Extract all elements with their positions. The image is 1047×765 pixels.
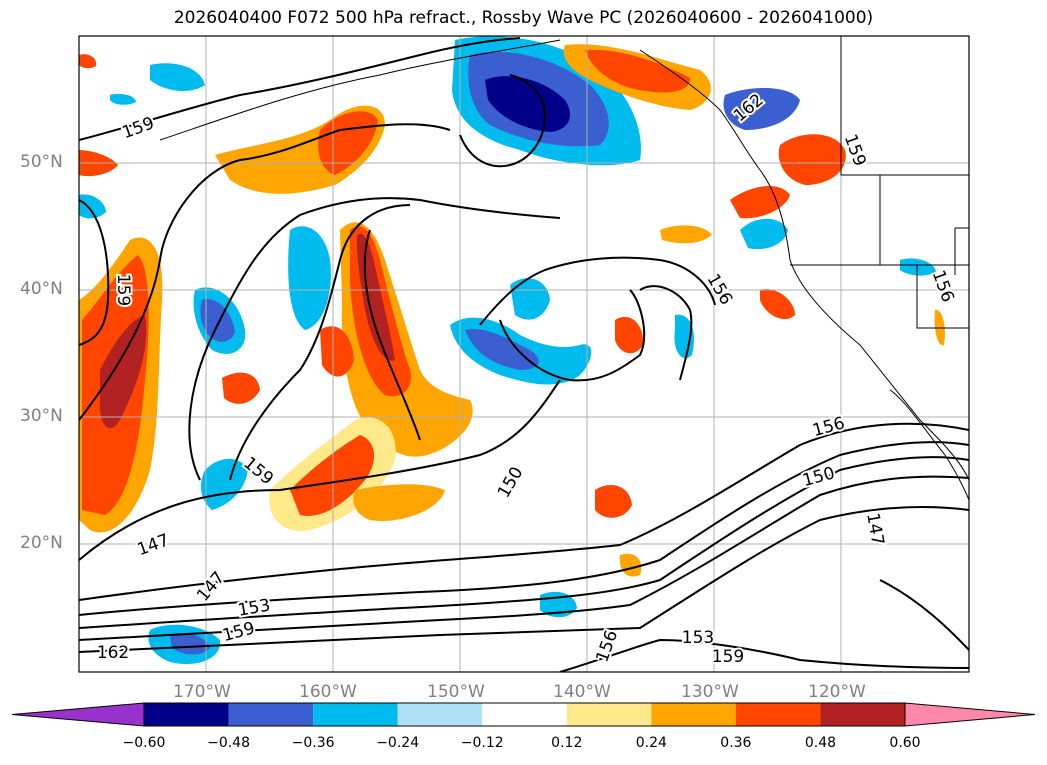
contour-label: 159: [113, 274, 133, 306]
positive-anomaly-region: [730, 185, 790, 219]
negative-anomaly-region: [740, 218, 788, 250]
lat-label-30n: 30°N: [20, 406, 63, 426]
positive-anomaly-region: [760, 289, 795, 320]
positive-anomaly-region: [99, 315, 147, 429]
positive-anomaly-region: [778, 134, 846, 185]
contour-label-halo: 162: [97, 643, 129, 663]
positive-anomaly-region: [222, 372, 260, 404]
colorbar-segment: [397, 703, 483, 726]
colorbar-tick-label: −0.36: [291, 735, 335, 751]
negative-anomaly-region: [288, 226, 331, 330]
negative-anomaly-region: [723, 88, 800, 130]
contour-label-halo: 159: [113, 274, 133, 306]
contour-label: 153: [682, 628, 714, 648]
lon-label-150w: 150°W: [427, 682, 485, 702]
negative-anomaly-region: [79, 194, 106, 219]
contour-label-halo: 159: [712, 647, 744, 667]
colorbar-extend-low: [11, 702, 145, 727]
negative-anomaly-region: [170, 633, 210, 655]
positive-anomaly-region: [353, 484, 445, 521]
positive-anomaly-region: [320, 326, 354, 377]
lat-label-40n: 40°N: [20, 279, 63, 299]
contour-label: 162: [97, 643, 129, 663]
contour-label-halo: 153: [236, 595, 271, 620]
negative-anomaly-region: [150, 63, 205, 92]
colorbar-segment: [313, 703, 398, 726]
colorbar-tick-label: 0.24: [635, 735, 667, 751]
colorbar-tick-label: 0.12: [551, 735, 583, 751]
lat-label-50n: 50°N: [20, 152, 63, 172]
negative-anomaly-region: [465, 329, 539, 370]
negative-anomaly-region: [485, 76, 570, 132]
lon-label-170w: 170°W: [173, 682, 231, 702]
map-plot-area: [79, 36, 969, 672]
negative-anomaly-region: [900, 258, 936, 276]
map-title: 2026040400 F072 500 hPa refract., Rossby…: [173, 8, 874, 28]
positive-anomaly-region: [290, 435, 375, 516]
colorbar-tick-label: −0.24: [376, 735, 420, 751]
colorbar-tick-label: −0.48: [207, 735, 250, 751]
colorbar-segment: [566, 703, 652, 726]
positive-anomaly-region: [356, 233, 395, 361]
negative-anomaly-region: [200, 299, 235, 342]
colorbar-tick-label: 0.60: [889, 735, 921, 751]
lat-label-20n: 20°N: [20, 533, 63, 553]
negative-anomaly-region: [200, 458, 248, 510]
lon-label-130w: 130°W: [681, 682, 739, 702]
negative-anomaly-region: [510, 278, 550, 320]
colorbar-segment: [820, 703, 905, 726]
lon-label-160w: 160°W: [299, 682, 357, 702]
negative-anomaly-region: [110, 93, 136, 105]
colorbar-tick-label: 0.36: [720, 735, 752, 751]
map-frame: [78, 35, 970, 673]
positive-anomaly-region: [615, 316, 644, 354]
contour-label: 159: [712, 647, 744, 667]
colorbar-segment: [482, 703, 567, 726]
colorbar-tick-label: −0.60: [122, 735, 166, 751]
positive-anomaly-region: [585, 49, 690, 93]
colorbar-frame: [143, 702, 906, 727]
colorbar: [11, 702, 1036, 727]
colorbar-segment: [651, 703, 736, 726]
coastlines: [159, 36, 969, 501]
refractivity-shading: [79, 36, 945, 664]
lon-label-120w: 120°W: [808, 682, 866, 702]
colorbar-extend-high: [904, 702, 1036, 727]
contour-label-halo: 153: [682, 628, 714, 648]
positive-anomaly-region: [79, 54, 97, 69]
colorbar-segment: [228, 703, 314, 726]
colorbar-segment: [735, 703, 821, 726]
positive-anomaly-region: [660, 225, 712, 244]
colorbar-tick-label: −0.12: [460, 735, 504, 751]
colorbar-segment: [144, 703, 229, 726]
contour-lines: [79, 37, 969, 672]
colorbar-tick-label: 0.48: [804, 735, 837, 751]
lon-label-140w: 140°W: [553, 682, 611, 702]
positive-anomaly-region: [595, 485, 632, 518]
